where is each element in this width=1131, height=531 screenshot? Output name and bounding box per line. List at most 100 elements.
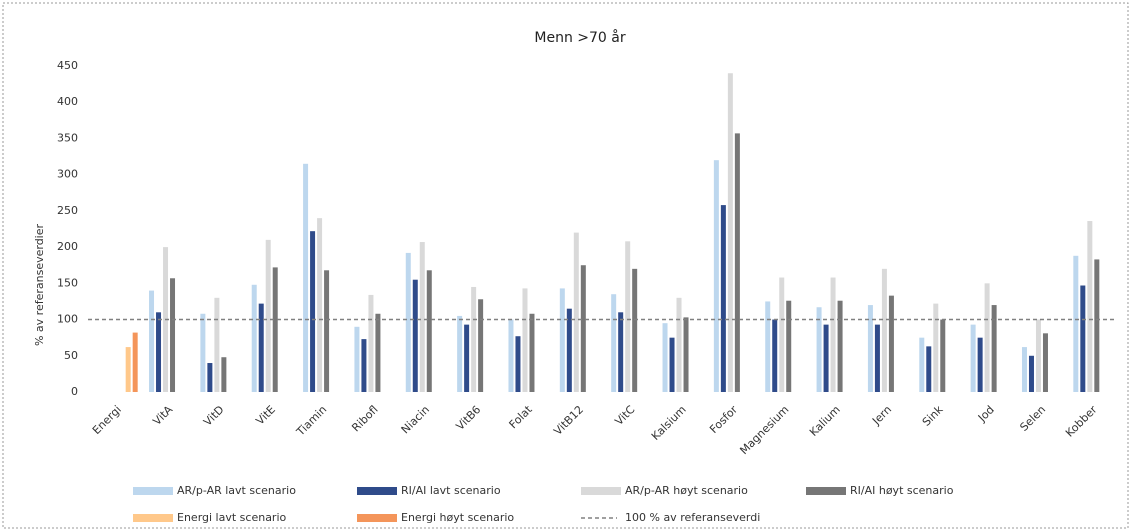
bar — [559, 288, 565, 392]
legend-label: AR/p-AR høyt scenario — [625, 484, 748, 497]
bar — [412, 279, 418, 392]
x-tick-label: Tiamin — [293, 403, 329, 439]
bar — [625, 241, 631, 392]
y-tick-label: 100 — [57, 313, 78, 326]
bar — [405, 252, 411, 392]
bar — [816, 307, 822, 392]
x-tick-label: Kalium — [807, 403, 843, 439]
bar — [1080, 285, 1086, 392]
legend-label: AR/p-AR lavt scenario — [177, 484, 296, 497]
x-tick-label: VitC — [612, 403, 637, 428]
y-tick-label: 200 — [57, 240, 78, 253]
x-tick-label: Jod — [975, 403, 997, 425]
bar — [471, 286, 477, 392]
bar — [727, 73, 733, 392]
bar — [515, 336, 521, 392]
legend-swatch — [806, 487, 846, 495]
bar — [1035, 319, 1041, 392]
bar — [984, 283, 990, 392]
y-tick-label: 300 — [57, 168, 78, 181]
bar — [573, 232, 579, 392]
legend-swatch — [581, 487, 621, 495]
bar — [529, 313, 535, 392]
legend-label: RI/AI høyt scenario — [850, 484, 954, 497]
y-tick-label: 400 — [57, 95, 78, 108]
bar — [251, 284, 257, 392]
bar — [1042, 333, 1048, 392]
x-tick-label: VitE — [253, 403, 278, 428]
legend-label: 100 % av referanseverdi — [625, 511, 760, 524]
bar — [991, 305, 997, 392]
y-tick-label: 350 — [57, 131, 78, 144]
bar — [881, 268, 887, 392]
chart-title: Menn >70 år — [534, 29, 625, 46]
bar — [888, 295, 894, 392]
x-tick-label: VitA — [150, 403, 175, 428]
y-tick-label: 150 — [57, 276, 78, 289]
x-tick-label: Kalsium — [649, 403, 689, 443]
legend-swatch — [357, 514, 397, 522]
x-tick-label: Sink — [920, 403, 946, 429]
bar — [1021, 347, 1027, 392]
bar — [375, 313, 381, 392]
bar — [669, 337, 675, 392]
bar — [713, 160, 719, 392]
bar — [566, 308, 572, 392]
bar — [772, 319, 778, 392]
bar — [977, 337, 983, 392]
bar — [426, 270, 432, 392]
x-tick-label: Magnesium — [737, 403, 791, 457]
legend-swatch — [133, 514, 173, 522]
y-tick-label: 450 — [57, 59, 78, 72]
bar — [919, 337, 925, 392]
bar — [874, 324, 880, 392]
x-tick-label: Folat — [507, 403, 536, 432]
bar — [419, 242, 425, 392]
bar — [830, 277, 836, 392]
x-tick-label: VitB6 — [454, 403, 484, 433]
bar — [310, 231, 316, 392]
bar — [720, 205, 726, 392]
bar — [970, 324, 976, 392]
bar — [823, 324, 829, 392]
bar — [324, 270, 330, 392]
bar — [258, 303, 264, 392]
bar — [580, 265, 586, 392]
bar — [221, 357, 227, 392]
legend-swatch — [357, 487, 397, 495]
bar — [354, 326, 360, 392]
bar — [683, 317, 689, 392]
bar — [464, 324, 470, 392]
bar — [125, 347, 131, 392]
y-tick-label: 250 — [57, 204, 78, 217]
bar — [837, 300, 843, 392]
bar — [132, 332, 138, 392]
x-tick-label: Energi — [90, 403, 124, 437]
bar — [734, 133, 740, 392]
bar — [662, 323, 668, 392]
bar — [940, 319, 946, 392]
x-tick-label: VitB12 — [551, 403, 586, 438]
bar — [765, 301, 771, 392]
bar — [361, 339, 367, 392]
y-tick-label: 0 — [71, 385, 78, 398]
bar — [508, 319, 514, 392]
bar — [272, 267, 278, 392]
bar — [200, 313, 206, 392]
bar — [926, 346, 932, 392]
bar — [779, 277, 785, 392]
bar — [786, 300, 792, 392]
bar — [933, 303, 939, 392]
bar — [368, 294, 374, 392]
bar — [1028, 355, 1034, 392]
y-tick-label: 50 — [64, 349, 78, 362]
legend-swatch — [133, 487, 173, 495]
bar — [156, 312, 162, 392]
bar — [478, 299, 484, 392]
bar — [317, 218, 323, 392]
bar — [149, 290, 155, 392]
bar — [265, 239, 271, 392]
x-tick-label: VitD — [201, 403, 227, 429]
